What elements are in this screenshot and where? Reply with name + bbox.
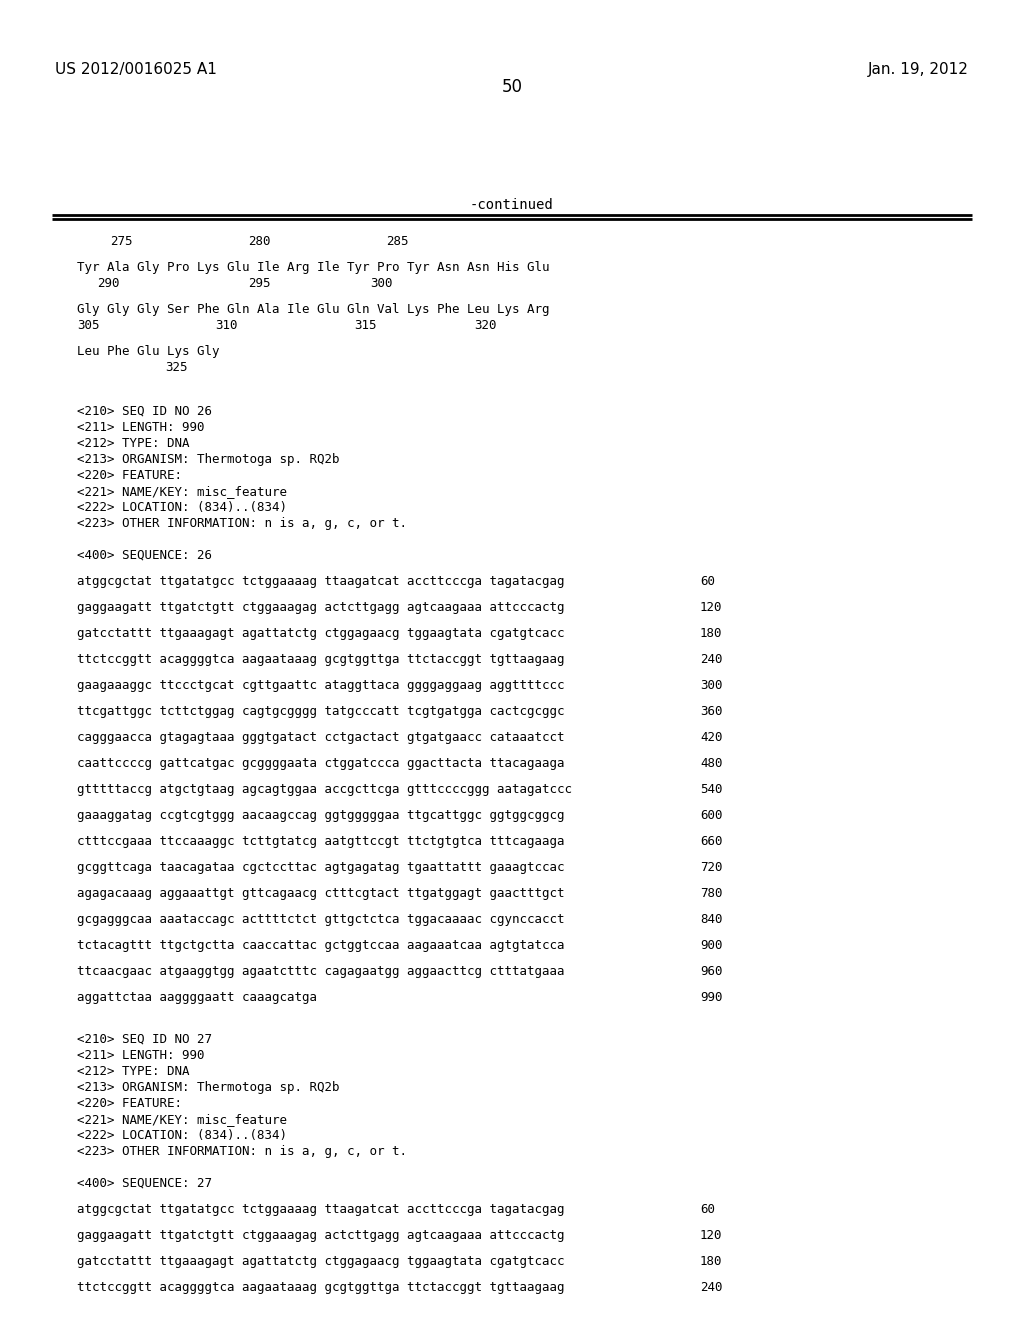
Text: <222> LOCATION: (834)..(834): <222> LOCATION: (834)..(834)	[77, 502, 287, 513]
Text: 960: 960	[700, 965, 723, 978]
Text: agagacaaag aggaaattgt gttcagaacg ctttcgtact ttgatggagt gaactttgct: agagacaaag aggaaattgt gttcagaacg ctttcgt…	[77, 887, 564, 900]
Text: Tyr Ala Gly Pro Lys Glu Ile Arg Ile Tyr Pro Tyr Asn Asn His Glu: Tyr Ala Gly Pro Lys Glu Ile Arg Ile Tyr …	[77, 261, 550, 275]
Text: 840: 840	[700, 913, 723, 927]
Text: 900: 900	[700, 939, 723, 952]
Text: <400> SEQUENCE: 27: <400> SEQUENCE: 27	[77, 1177, 212, 1191]
Text: <400> SEQUENCE: 26: <400> SEQUENCE: 26	[77, 549, 212, 562]
Text: gcggttcaga taacagataa cgctccttac agtgagatag tgaattattt gaaagtccac: gcggttcaga taacagataa cgctccttac agtgaga…	[77, 861, 564, 874]
Text: 120: 120	[700, 601, 723, 614]
Text: <220> FEATURE:: <220> FEATURE:	[77, 469, 182, 482]
Text: gaaaggatag ccgtcgtggg aacaagccag ggtgggggaa ttgcattggc ggtggcggcg: gaaaggatag ccgtcgtggg aacaagccag ggtgggg…	[77, 809, 564, 822]
Text: tctacagttt ttgctgctta caaccattac gctggtccaa aagaaatcaa agtgtatcca: tctacagttt ttgctgctta caaccattac gctggtc…	[77, 939, 564, 952]
Text: <211> LENGTH: 990: <211> LENGTH: 990	[77, 1049, 205, 1063]
Text: atggcgctat ttgatatgcc tctggaaaag ttaagatcat accttcccga tagatacgag: atggcgctat ttgatatgcc tctggaaaag ttaagat…	[77, 1203, 564, 1216]
Text: <212> TYPE: DNA: <212> TYPE: DNA	[77, 1065, 189, 1078]
Text: 420: 420	[700, 731, 723, 744]
Text: 600: 600	[700, 809, 723, 822]
Text: US 2012/0016025 A1: US 2012/0016025 A1	[55, 62, 217, 77]
Text: 310: 310	[215, 319, 238, 333]
Text: gatcctattt ttgaaagagt agattatctg ctggagaacg tggaagtata cgatgtcacc: gatcctattt ttgaaagagt agattatctg ctggaga…	[77, 1255, 564, 1269]
Text: <221> NAME/KEY: misc_feature: <221> NAME/KEY: misc_feature	[77, 484, 287, 498]
Text: 990: 990	[700, 991, 723, 1005]
Text: <223> OTHER INFORMATION: n is a, g, c, or t.: <223> OTHER INFORMATION: n is a, g, c, o…	[77, 517, 407, 531]
Text: 60: 60	[700, 1203, 715, 1216]
Text: 315: 315	[354, 319, 377, 333]
Text: 120: 120	[700, 1229, 723, 1242]
Text: 180: 180	[700, 1255, 723, 1269]
Text: 720: 720	[700, 861, 723, 874]
Text: ttcaacgaac atgaaggtgg agaatctttc cagagaatgg aggaacttcg ctttatgaaa: ttcaacgaac atgaaggtgg agaatctttc cagagaa…	[77, 965, 564, 978]
Text: gatcctattt ttgaaagagt agattatctg ctggagaacg tggaagtata cgatgtcacc: gatcctattt ttgaaagagt agattatctg ctggaga…	[77, 627, 564, 640]
Text: <222> LOCATION: (834)..(834): <222> LOCATION: (834)..(834)	[77, 1129, 287, 1142]
Text: caattccccg gattcatgac gcggggaata ctggatccca ggacttacta ttacagaaga: caattccccg gattcatgac gcggggaata ctggatc…	[77, 756, 564, 770]
Text: 780: 780	[700, 887, 723, 900]
Text: <211> LENGTH: 990: <211> LENGTH: 990	[77, 421, 205, 434]
Text: gaggaagatt ttgatctgtt ctggaaagag actcttgagg agtcaagaaa attcccactg: gaggaagatt ttgatctgtt ctggaaagag actcttg…	[77, 601, 564, 614]
Text: gcgagggcaa aaataccagc acttttctct gttgctctca tggacaaaac cgynccacct: gcgagggcaa aaataccagc acttttctct gttgctc…	[77, 913, 564, 927]
Text: 275: 275	[110, 235, 132, 248]
Text: <220> FEATURE:: <220> FEATURE:	[77, 1097, 182, 1110]
Text: 240: 240	[700, 1280, 723, 1294]
Text: <221> NAME/KEY: misc_feature: <221> NAME/KEY: misc_feature	[77, 1113, 287, 1126]
Text: 320: 320	[474, 319, 497, 333]
Text: 305: 305	[77, 319, 99, 333]
Text: <213> ORGANISM: Thermotoga sp. RQ2b: <213> ORGANISM: Thermotoga sp. RQ2b	[77, 453, 340, 466]
Text: 50: 50	[502, 78, 522, 96]
Text: 540: 540	[700, 783, 723, 796]
Text: ctttccgaaa ttccaaaggc tcttgtatcg aatgttccgt ttctgtgtca tttcagaaga: ctttccgaaa ttccaaaggc tcttgtatcg aatgttc…	[77, 836, 564, 847]
Text: atggcgctat ttgatatgcc tctggaaaag ttaagatcat accttcccga tagatacgag: atggcgctat ttgatatgcc tctggaaaag ttaagat…	[77, 576, 564, 587]
Text: aggattctaa aaggggaatt caaagcatga: aggattctaa aaggggaatt caaagcatga	[77, 991, 317, 1005]
Text: gtttttaccg atgctgtaag agcagtggaa accgcttcga gtttccccggg aatagatccc: gtttttaccg atgctgtaag agcagtggaa accgctt…	[77, 783, 572, 796]
Text: 660: 660	[700, 836, 723, 847]
Text: 240: 240	[700, 653, 723, 667]
Text: <210> SEQ ID NO 27: <210> SEQ ID NO 27	[77, 1034, 212, 1045]
Text: <210> SEQ ID NO 26: <210> SEQ ID NO 26	[77, 405, 212, 418]
Text: Leu Phe Glu Lys Gly: Leu Phe Glu Lys Gly	[77, 345, 219, 358]
Text: 300: 300	[700, 678, 723, 692]
Text: <212> TYPE: DNA: <212> TYPE: DNA	[77, 437, 189, 450]
Text: gaggaagatt ttgatctgtt ctggaaagag actcttgagg agtcaagaaa attcccactg: gaggaagatt ttgatctgtt ctggaaagag actcttg…	[77, 1229, 564, 1242]
Text: ttctccggtt acaggggtca aagaataaag gcgtggttga ttctaccggt tgttaagaag: ttctccggtt acaggggtca aagaataaag gcgtggt…	[77, 1280, 564, 1294]
Text: cagggaacca gtagagtaaa gggtgatact cctgactact gtgatgaacc cataaatcct: cagggaacca gtagagtaaa gggtgatact cctgact…	[77, 731, 564, 744]
Text: Gly Gly Gly Ser Phe Gln Ala Ile Glu Gln Val Lys Phe Leu Lys Arg: Gly Gly Gly Ser Phe Gln Ala Ile Glu Gln …	[77, 304, 550, 315]
Text: 290: 290	[97, 277, 120, 290]
Text: <213> ORGANISM: Thermotoga sp. RQ2b: <213> ORGANISM: Thermotoga sp. RQ2b	[77, 1081, 340, 1094]
Text: Jan. 19, 2012: Jan. 19, 2012	[868, 62, 969, 77]
Text: 180: 180	[700, 627, 723, 640]
Text: 480: 480	[700, 756, 723, 770]
Text: ttctccggtt acaggggtca aagaataaag gcgtggttga ttctaccggt tgttaagaag: ttctccggtt acaggggtca aagaataaag gcgtggt…	[77, 653, 564, 667]
Text: 325: 325	[165, 360, 187, 374]
Text: 285: 285	[386, 235, 409, 248]
Text: 300: 300	[370, 277, 392, 290]
Text: 280: 280	[248, 235, 270, 248]
Text: 60: 60	[700, 576, 715, 587]
Text: <223> OTHER INFORMATION: n is a, g, c, or t.: <223> OTHER INFORMATION: n is a, g, c, o…	[77, 1144, 407, 1158]
Text: 295: 295	[248, 277, 270, 290]
Text: ttcgattggc tcttctggag cagtgcgggg tatgcccatt tcgtgatgga cactcgcggc: ttcgattggc tcttctggag cagtgcgggg tatgccc…	[77, 705, 564, 718]
Text: gaagaaaggc ttccctgcat cgttgaattc ataggttaca ggggaggaag aggttttccc: gaagaaaggc ttccctgcat cgttgaattc ataggtt…	[77, 678, 564, 692]
Text: 360: 360	[700, 705, 723, 718]
Text: -continued: -continued	[470, 198, 554, 213]
